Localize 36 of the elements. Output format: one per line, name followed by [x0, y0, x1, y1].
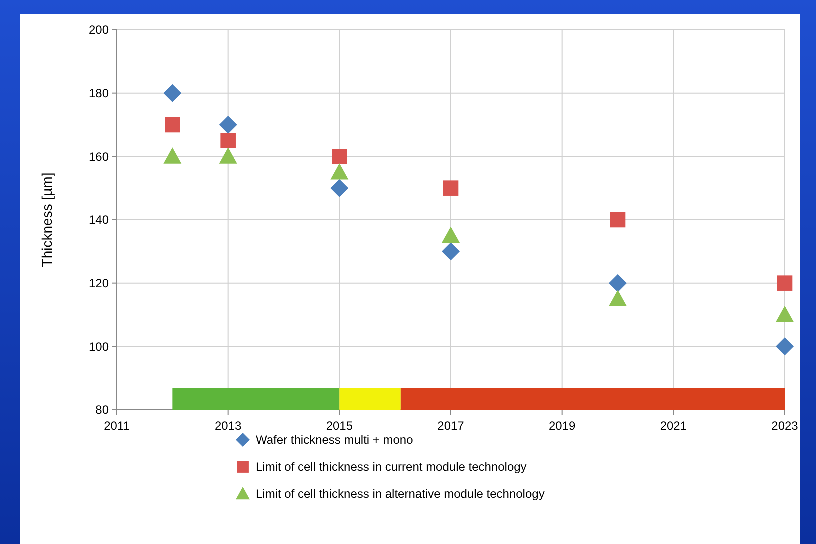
y-tick-label: 180 [88, 86, 110, 101]
legend-label: Limit of cell thickness in alternative module technology [256, 487, 545, 502]
x-tick-label: 2019 [548, 419, 576, 433]
x-tick-label: 2017 [438, 419, 465, 433]
y-tick-label: 160 [88, 150, 110, 164]
legend-label: Limit of cell thickness in current module technology [256, 460, 527, 474]
point [219, 148, 238, 164]
point [220, 133, 236, 148]
y-tick-label: 200 [88, 23, 110, 38]
y-axis-title: Thickness [µm] [39, 172, 55, 268]
point [776, 306, 794, 322]
point [442, 242, 460, 261]
point [777, 276, 793, 291]
point [610, 212, 626, 228]
x-tick-label: 2021 [660, 419, 688, 433]
point [609, 274, 627, 292]
x-tick-label: 2011 [104, 419, 130, 433]
x-tick-label: 2015 [326, 419, 354, 433]
point [442, 226, 460, 244]
point [330, 164, 349, 180]
y-tick-label: 140 [88, 213, 110, 228]
point [219, 116, 238, 134]
point [330, 179, 349, 198]
point [443, 180, 459, 196]
x-tick-label: 2023 [772, 419, 799, 433]
y-tick-label: 120 [88, 276, 110, 291]
x-tick-label: 2013 [214, 419, 242, 433]
point [164, 84, 182, 102]
legend-label: Wafer thickness multi + mono [256, 433, 414, 448]
point [165, 117, 180, 133]
y-tick-label: 80 [96, 403, 110, 418]
point [332, 149, 348, 164]
point [609, 290, 627, 306]
point [164, 148, 182, 164]
point [776, 338, 794, 356]
y-tick-label: 100 [88, 340, 110, 354]
